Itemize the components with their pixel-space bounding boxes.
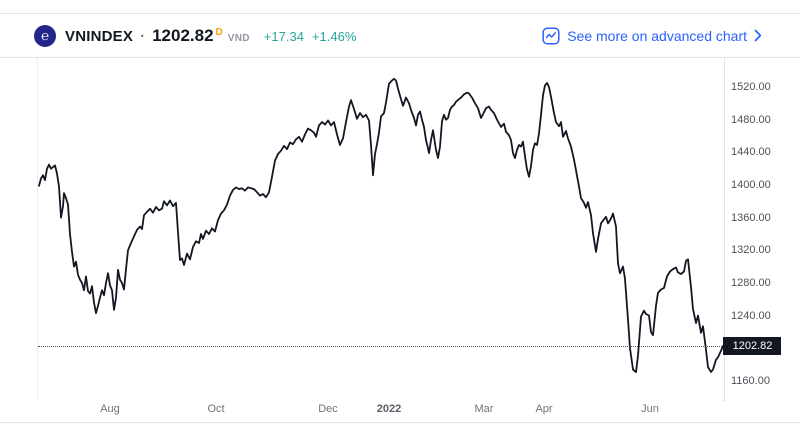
exchange-logo-icon: ℮ bbox=[34, 24, 56, 47]
y-axis-label: 1320.00 bbox=[731, 244, 771, 257]
time-scale-axis[interactable]: Aug Oct Dec 2022 Mar Apr Jun bbox=[37, 400, 723, 415]
y-axis-label: 1480.00 bbox=[731, 113, 771, 126]
mini-chart-icon bbox=[542, 26, 560, 45]
x-axis-label: Oct bbox=[207, 403, 225, 415]
interval-badge: D bbox=[215, 26, 223, 38]
chevron-right-icon bbox=[754, 29, 762, 42]
advanced-chart-link-label: See more on advanced chart bbox=[567, 27, 747, 44]
last-price: 1202.82 bbox=[152, 25, 214, 45]
y-axis-label: 1280.00 bbox=[731, 277, 771, 289]
symbol-link[interactable]: ℮ VNINDEX · 1202.82 D VND +17.34 +1.46% bbox=[34, 24, 357, 47]
price-line-chart bbox=[38, 77, 724, 373]
advanced-chart-link[interactable]: See more on advanced chart bbox=[542, 26, 762, 45]
symbol-name: VNINDEX bbox=[65, 27, 134, 45]
y-axis-label: 1160.00 bbox=[731, 375, 770, 387]
y-axis-label: 1240.00 bbox=[731, 309, 771, 322]
x-axis-label: Mar bbox=[474, 403, 494, 415]
x-axis-label: 2022 bbox=[376, 403, 402, 415]
last-price-badge: 1202.82 bbox=[723, 337, 781, 355]
price-scale-axis[interactable]: 1202.82 1520.00 1480.00 1440.00 1400.00 1360… bbox=[723, 58, 800, 400]
price-change-percent: +1.46% bbox=[311, 28, 357, 44]
y-axis-label: 1520.00 bbox=[731, 81, 771, 93]
price-change: +17.34 bbox=[263, 28, 304, 44]
x-axis-label: Aug bbox=[100, 403, 120, 415]
x-axis-label: Dec bbox=[318, 403, 338, 415]
y-axis-label: 1440.00 bbox=[731, 146, 771, 159]
quote-header: ℮ VNINDEX · 1202.82 D VND +17.34 +1.46% … bbox=[0, 14, 800, 58]
y-axis-label: 1400.00 bbox=[731, 179, 771, 191]
widget-top-divider bbox=[0, 13, 800, 14]
x-axis-label: Apr bbox=[535, 403, 553, 415]
price-chart-plot-area[interactable] bbox=[37, 58, 725, 401]
currency-label: VND bbox=[227, 32, 250, 44]
x-axis-label: Jun bbox=[641, 403, 659, 415]
y-axis-label: 1360.00 bbox=[731, 211, 771, 224]
widget-bottom-divider bbox=[0, 422, 800, 423]
separator-dot: · bbox=[140, 27, 146, 45]
